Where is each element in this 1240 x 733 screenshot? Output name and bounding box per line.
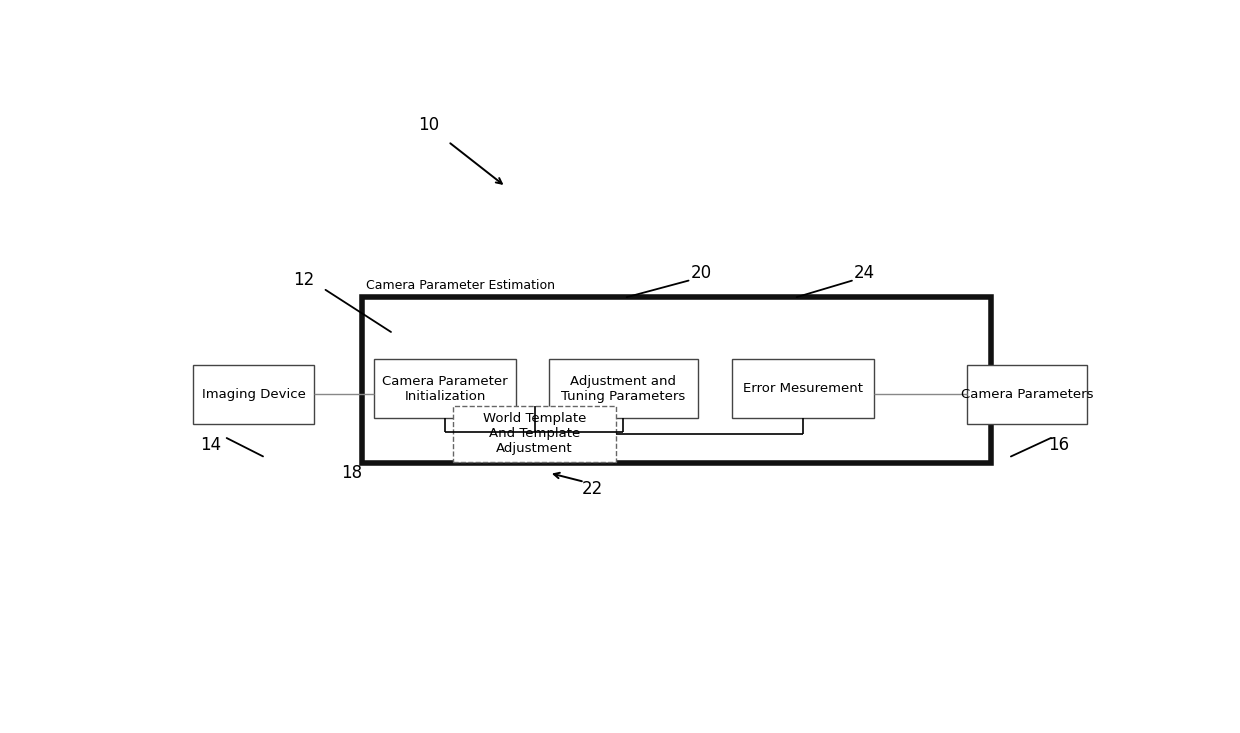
Text: 10: 10 bbox=[418, 116, 439, 133]
Bar bbox=[193, 364, 314, 424]
Text: 22: 22 bbox=[582, 479, 603, 498]
Text: 16: 16 bbox=[1048, 435, 1069, 454]
Bar bbox=[362, 297, 991, 463]
Text: Imaging Device: Imaging Device bbox=[202, 388, 305, 401]
Text: 18: 18 bbox=[341, 464, 362, 482]
Text: Camera Parameter
Initialization: Camera Parameter Initialization bbox=[382, 375, 508, 402]
Text: 24: 24 bbox=[853, 264, 874, 282]
Text: World Template
And Template
Adjustment: World Template And Template Adjustment bbox=[482, 413, 587, 455]
Bar bbox=[549, 359, 698, 418]
Text: 12: 12 bbox=[294, 271, 315, 289]
Bar bbox=[453, 406, 616, 462]
Bar bbox=[967, 364, 1087, 424]
Text: 14: 14 bbox=[200, 435, 221, 454]
Text: Error Mesurement: Error Mesurement bbox=[743, 382, 863, 395]
Text: Camera Parameter Estimation: Camera Parameter Estimation bbox=[367, 279, 556, 292]
Bar bbox=[732, 359, 874, 418]
Text: Adjustment and
Tuning Parameters: Adjustment and Tuning Parameters bbox=[562, 375, 686, 402]
Text: Camera Parameters: Camera Parameters bbox=[961, 388, 1094, 401]
Bar bbox=[374, 359, 516, 418]
Text: 20: 20 bbox=[691, 264, 712, 282]
